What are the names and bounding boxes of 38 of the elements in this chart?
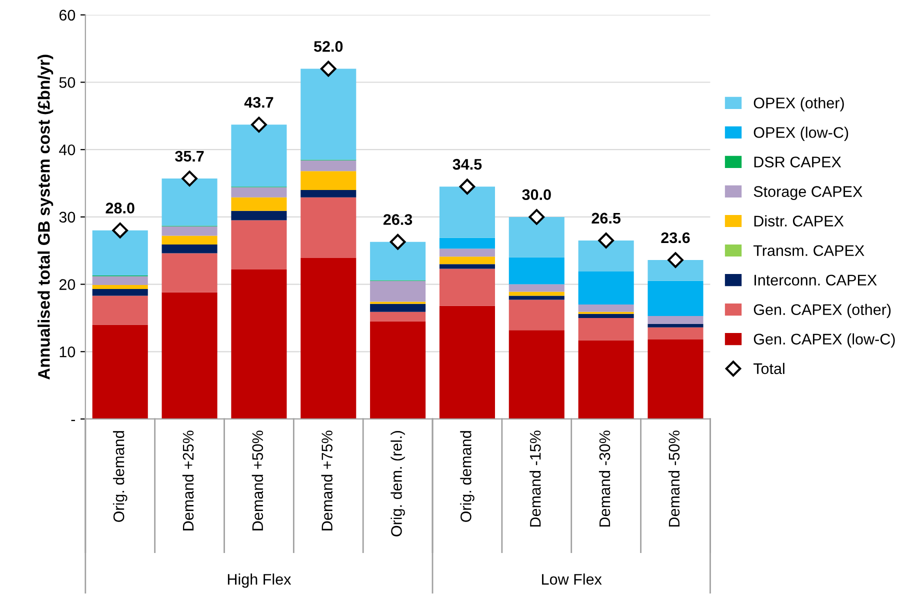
y-tick-label: 60 <box>59 10 76 21</box>
x-tick-label: Orig. dem. (rel.) <box>390 431 405 536</box>
data-label: 26.5 <box>592 212 621 224</box>
data-label: 28.0 <box>106 202 134 214</box>
x-tick-label: Demand +25% <box>182 430 194 530</box>
data-label: 52.0 <box>314 41 343 52</box>
legend-label: DSR CAPEX <box>754 156 842 168</box>
data-label: 35.7 <box>175 150 204 162</box>
text: High Flex <box>228 574 292 588</box>
y-tick-label: 50 <box>59 77 76 88</box>
text: Low Flex <box>542 574 602 585</box>
x-tick-label: Orig. demand <box>112 431 128 522</box>
y-tick-label: 40 <box>59 144 76 156</box>
legend-label: Storage CAPEX <box>754 186 862 200</box>
data-label: 34.5 <box>452 158 482 170</box>
legend-label: Total <box>753 362 784 374</box>
legend-label: OPEX (other) <box>754 97 844 112</box>
y-tick-label: 10 <box>60 346 76 358</box>
x-tick-label: Demand +50% <box>252 430 264 530</box>
x-tick-label: Orig. demand <box>460 431 474 522</box>
x-tick-label: Demand -50% <box>668 430 680 526</box>
legend-label: Gen. CAPEX (other) <box>754 304 891 318</box>
data-label: 43.7 <box>244 96 274 108</box>
legend-label: OPEX (low-C) <box>754 126 848 141</box>
y-axis-title: Annualised total GB system cost (£bn/yr) <box>38 54 54 380</box>
data-label: 30.0 <box>522 189 551 200</box>
legend-label: Gen. CAPEX (low-C) <box>754 333 895 348</box>
y-tick-label: 20 <box>59 279 76 290</box>
data-label: 26.3 <box>383 214 412 225</box>
data-label: 23.6 <box>661 232 690 244</box>
x-tick-label: Demand +75% <box>321 430 332 530</box>
legend-label: Interconn. CAPEX <box>754 274 877 286</box>
x-tick-label: Demand -30% <box>598 430 610 526</box>
y-tick-label: 30 <box>59 212 76 223</box>
y-tick-label: - <box>71 420 76 422</box>
legend-label: Distr. CAPEX <box>754 215 844 226</box>
x-tick-label: Demand -15% <box>530 430 541 526</box>
legend-label: Transm. CAPEX <box>753 245 864 256</box>
